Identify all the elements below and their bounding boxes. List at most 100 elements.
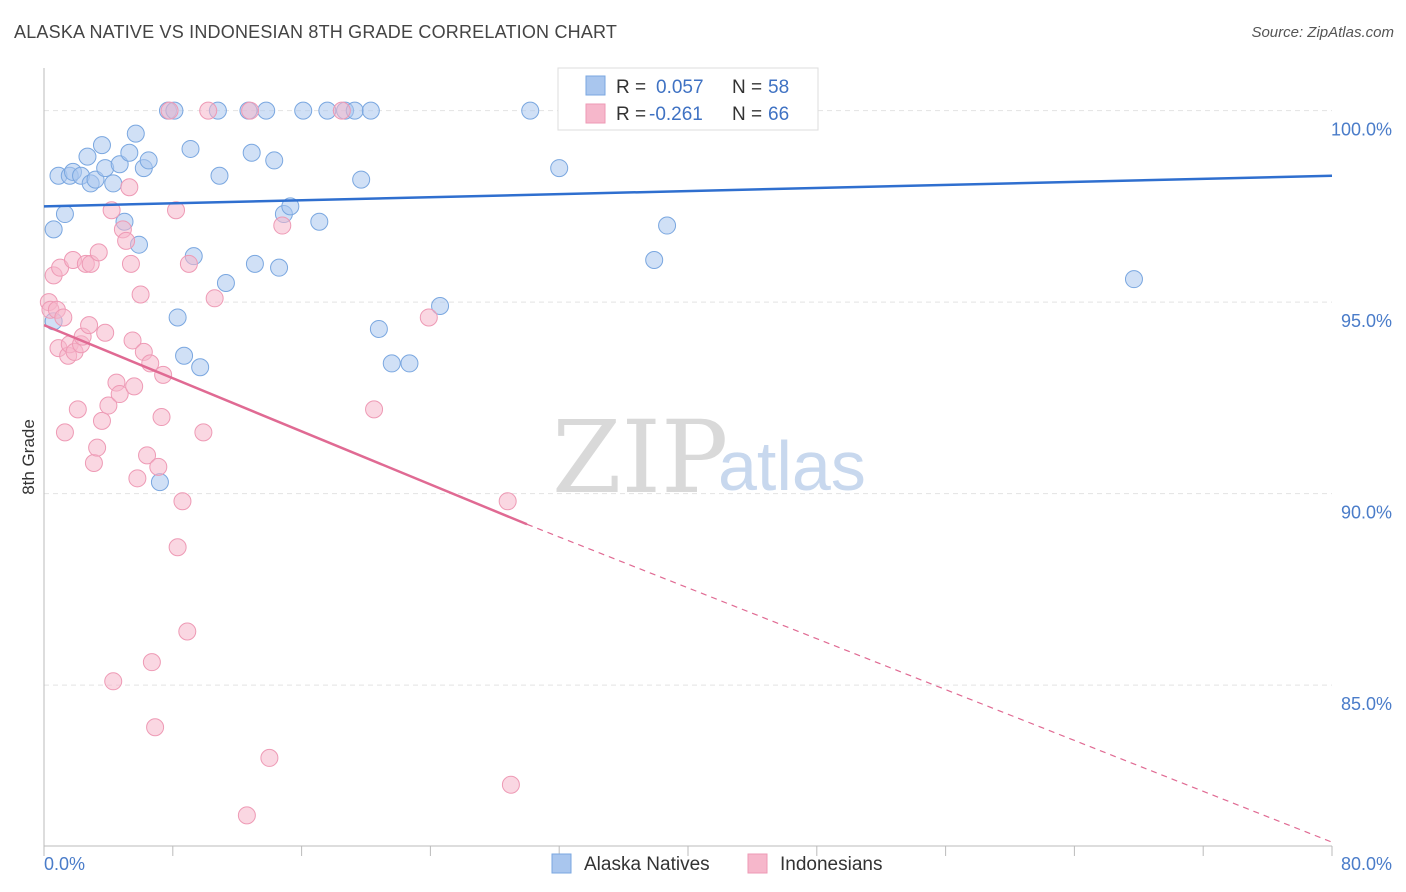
indonesians-point bbox=[138, 446, 157, 465]
bottom-legend-swatch-alaska-natives bbox=[551, 853, 572, 874]
alaska-natives-point bbox=[281, 197, 300, 216]
alaska-natives-point bbox=[645, 251, 664, 270]
indonesians-point bbox=[179, 254, 198, 273]
alaska-natives-point bbox=[110, 155, 129, 174]
legend-r-label-1: R = bbox=[616, 77, 646, 98]
chart-source: Source: ZipAtlas.com bbox=[1251, 24, 1394, 41]
y-tick-label: 100.0% bbox=[1331, 120, 1392, 140]
alaska-natives-trend-line bbox=[43, 174, 1333, 208]
legend-n-value-2: 66 bbox=[768, 104, 789, 125]
alaska-natives-point bbox=[44, 220, 63, 239]
indonesians-point bbox=[117, 231, 136, 250]
indonesians-point bbox=[80, 316, 99, 335]
indonesians-point bbox=[68, 400, 87, 419]
indonesians-point bbox=[168, 538, 187, 557]
legend: R = 0.057 N = 58 R = -0.261 N = 66 bbox=[557, 67, 819, 131]
indonesians-point bbox=[260, 748, 279, 767]
indonesians-point bbox=[89, 243, 108, 262]
alaska-natives-point bbox=[431, 296, 450, 315]
indonesians-point bbox=[120, 178, 139, 197]
indonesians-point bbox=[146, 718, 165, 737]
legend-n-value-1: 58 bbox=[768, 77, 789, 98]
bottom-legend-label-indonesians: Indonesians bbox=[780, 854, 882, 875]
indonesians-point bbox=[273, 216, 292, 235]
indonesians-point bbox=[88, 438, 107, 457]
alaska-natives-point bbox=[257, 101, 276, 120]
alaska-natives-point bbox=[550, 159, 569, 178]
y-tick-label: 85.0% bbox=[1341, 694, 1392, 714]
indonesians-point bbox=[92, 411, 111, 430]
alaska-natives-point bbox=[120, 143, 139, 162]
y-axis-label: 8th Grade bbox=[19, 419, 38, 495]
legend-r-value-1: 0.057 bbox=[656, 77, 704, 98]
indonesians-trend-extension bbox=[526, 523, 1333, 843]
indonesians-point bbox=[131, 285, 150, 304]
alaska-natives-point bbox=[382, 354, 401, 373]
alaska-natives-point bbox=[310, 212, 329, 231]
x-tick-label-max: 80.0% bbox=[1341, 854, 1392, 874]
axes bbox=[43, 68, 1333, 856]
indonesians-point bbox=[128, 469, 147, 488]
legend-n-label-1: N = bbox=[732, 77, 762, 98]
y-tick-labels: 85.0% 90.0% 95.0% 100.0% bbox=[1331, 120, 1392, 715]
indonesians-point bbox=[194, 423, 213, 442]
indonesians-point bbox=[96, 323, 115, 342]
indonesians-point bbox=[104, 672, 123, 691]
chart-title: ALASKA NATIVE VS INDONESIAN 8TH GRADE CO… bbox=[14, 22, 618, 42]
bottom-legend-swatch-indonesians bbox=[747, 853, 768, 874]
legend-r-label-2: R = bbox=[616, 104, 646, 125]
alaska-natives-point bbox=[92, 136, 111, 155]
indonesians-point bbox=[54, 308, 73, 327]
alaska-natives-point bbox=[86, 170, 105, 189]
watermark-atlas: atlas bbox=[718, 427, 866, 505]
alaska-natives-point bbox=[78, 147, 97, 166]
alaska-natives-point bbox=[242, 143, 261, 162]
legend-n-label-2: N = bbox=[732, 104, 762, 125]
indonesians-point bbox=[123, 331, 142, 350]
indonesians-point bbox=[121, 254, 140, 273]
alaska-natives-point bbox=[658, 216, 677, 235]
indonesians-point bbox=[178, 622, 197, 641]
alaska-natives-point bbox=[216, 273, 235, 292]
indonesians-point bbox=[142, 653, 161, 672]
alaska-natives-point bbox=[245, 254, 264, 273]
alaska-natives-point bbox=[191, 358, 210, 377]
indonesians-point bbox=[55, 423, 74, 442]
alaska-natives-point bbox=[181, 139, 200, 158]
grid-lines bbox=[44, 110, 1332, 686]
indonesians-point bbox=[419, 308, 438, 327]
indonesians-trend-line bbox=[43, 323, 528, 526]
alaska-natives-point bbox=[139, 151, 158, 170]
alaska-natives-point bbox=[270, 258, 289, 277]
indonesians-point bbox=[125, 377, 144, 396]
indonesians-point bbox=[332, 101, 351, 120]
y-tick-label: 95.0% bbox=[1341, 311, 1392, 331]
indonesians-point bbox=[199, 101, 218, 120]
bottom-legend-label-alaska-natives: Alaska Natives bbox=[584, 854, 710, 875]
bottom-legend: Alaska Natives Indonesians bbox=[551, 853, 882, 875]
indonesians-point bbox=[99, 396, 118, 415]
x-tick-labels: 0.0% 80.0% bbox=[44, 854, 1392, 874]
indonesians-point bbox=[84, 454, 103, 472]
watermark-zip: ZIP bbox=[552, 399, 728, 516]
alaska-natives-point bbox=[369, 319, 388, 338]
indonesians-point bbox=[160, 101, 179, 120]
indonesians-point bbox=[152, 408, 171, 427]
indonesians-point bbox=[365, 400, 384, 419]
alaska-natives-point bbox=[210, 166, 229, 185]
alaska-natives-point bbox=[104, 174, 123, 193]
indonesians-point bbox=[498, 492, 517, 511]
y-tick-label: 90.0% bbox=[1341, 503, 1392, 523]
indonesians-point bbox=[173, 492, 192, 511]
alaska-natives-point bbox=[168, 308, 187, 327]
alaska-natives-point bbox=[1124, 270, 1143, 289]
alaska-natives-point bbox=[150, 473, 169, 492]
alaska-natives-point bbox=[175, 346, 194, 365]
alaska-natives-point bbox=[265, 151, 284, 170]
indonesians-point bbox=[167, 201, 186, 220]
alaska-natives-point bbox=[361, 101, 380, 120]
indonesians-point bbox=[149, 457, 168, 476]
alaska-natives-point bbox=[521, 101, 540, 120]
alaska-natives-point bbox=[126, 124, 145, 143]
